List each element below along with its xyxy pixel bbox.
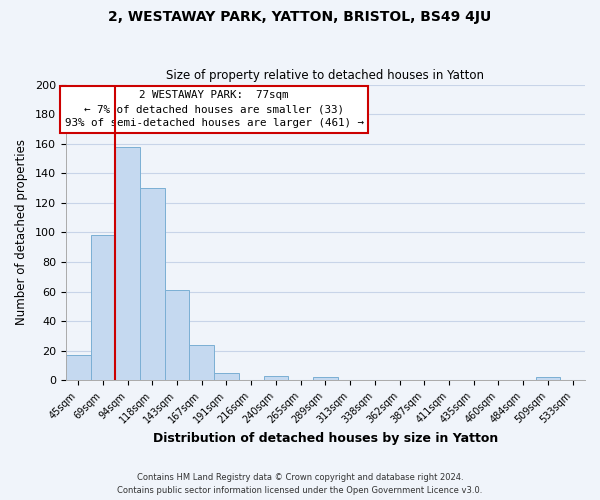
Title: Size of property relative to detached houses in Yatton: Size of property relative to detached ho…	[166, 69, 484, 82]
Bar	[66, 356, 91, 380]
Bar	[115, 146, 140, 380]
Text: 2, WESTAWAY PARK, YATTON, BRISTOL, BS49 4JU: 2, WESTAWAY PARK, YATTON, BRISTOL, BS49 …	[109, 10, 491, 24]
Bar	[313, 378, 338, 380]
Bar	[263, 376, 289, 380]
Text: Contains HM Land Registry data © Crown copyright and database right 2024.
Contai: Contains HM Land Registry data © Crown c…	[118, 474, 482, 495]
Bar	[140, 188, 164, 380]
Y-axis label: Number of detached properties: Number of detached properties	[15, 140, 28, 326]
X-axis label: Distribution of detached houses by size in Yatton: Distribution of detached houses by size …	[153, 432, 498, 445]
Bar	[214, 373, 239, 380]
Text: 2 WESTAWAY PARK:  77sqm
← 7% of detached houses are smaller (33)
93% of semi-det: 2 WESTAWAY PARK: 77sqm ← 7% of detached …	[65, 90, 364, 128]
Bar	[91, 236, 115, 380]
Bar	[536, 378, 560, 380]
Bar	[190, 345, 214, 380]
Bar	[164, 290, 190, 380]
